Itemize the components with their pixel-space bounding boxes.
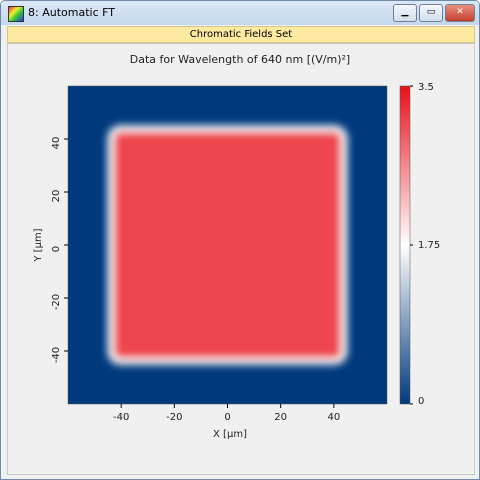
plot-area — [68, 86, 387, 404]
minimize-button[interactable]: ▁ — [393, 4, 417, 22]
y-tick-label: 40 — [51, 137, 62, 150]
x-tick-label: -20 — [166, 412, 182, 423]
y-axis-label: Y [µm] — [33, 228, 44, 262]
title-bar: 8: Automatic FT ▁ ▭ ✕ — [1, 1, 479, 25]
y-tick-label: -40 — [51, 347, 62, 363]
x-tick-label: 40 — [327, 412, 340, 423]
x-tick-label: 20 — [274, 412, 287, 423]
app-icon — [8, 6, 24, 22]
colorbar — [399, 85, 411, 405]
close-button[interactable]: ✕ — [445, 4, 475, 22]
heatmap-region — [107, 125, 348, 365]
colorbar-tick-label: 3.5 — [418, 82, 434, 93]
y-tick-label: 20 — [51, 190, 62, 203]
panel-header: Chromatic Fields Set — [7, 26, 475, 43]
x-axis-label: X [µm] — [213, 429, 247, 440]
x-tick-label: 0 — [224, 412, 230, 423]
x-tick-label: -40 — [113, 412, 129, 423]
colorbar-tick-label: 1.75 — [418, 240, 440, 251]
window-title: 8: Automatic FT — [28, 6, 115, 19]
maximize-button[interactable]: ▭ — [419, 4, 443, 22]
chart-title: Data for Wavelength of 640 nm [(V/m)²] — [130, 53, 350, 66]
y-tick-label: -20 — [51, 294, 62, 310]
colorbar-tick-label: 0 — [418, 396, 424, 407]
y-tick-label: 0 — [51, 246, 62, 252]
